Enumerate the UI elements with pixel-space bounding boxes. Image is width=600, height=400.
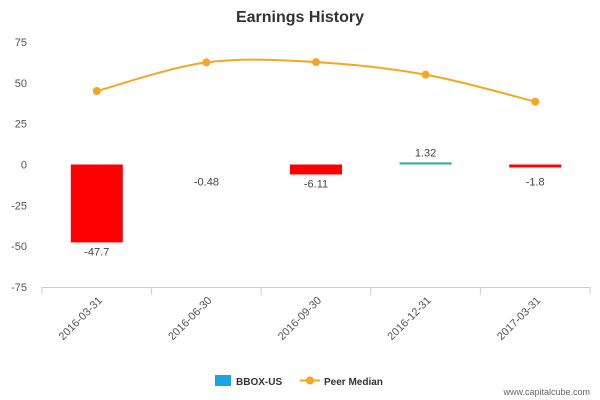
bar[interactable] xyxy=(70,164,123,243)
credit-text[interactable]: www.capitalcube.com xyxy=(502,387,590,397)
x-tick-label: 2016-03-31 xyxy=(57,295,105,343)
bar-value-label: -47.7 xyxy=(84,246,109,258)
x-axis: 2016-03-31 2016-06-30 2016-09-30 2016-12-31… xyxy=(41,287,591,343)
peer-median-point[interactable] xyxy=(92,87,101,95)
x-tick-label: 2017-03-31 xyxy=(495,295,543,343)
peer-median-point[interactable] xyxy=(312,58,320,67)
y-tick-label: -50 xyxy=(11,241,27,253)
bar[interactable] xyxy=(290,164,342,175)
bar-value-label: 1.32 xyxy=(415,147,436,159)
peer-median-point[interactable] xyxy=(531,97,540,106)
legend-swatch-bbox xyxy=(215,375,231,386)
y-tick-label: 25 xyxy=(15,119,27,131)
legend: BBOX-US Peer Median xyxy=(215,375,383,388)
x-tick-label: 2016-09-30 xyxy=(276,295,324,343)
y-tick-label: 50 xyxy=(15,78,27,90)
legend-item-peer-median[interactable]: Peer Median xyxy=(300,376,383,389)
bar[interactable] xyxy=(399,162,452,165)
line-series xyxy=(92,58,540,106)
bar-value-label: -1.8 xyxy=(526,177,545,189)
x-tick-label: 2016-06-30 xyxy=(166,295,214,343)
bar[interactable] xyxy=(509,164,562,168)
chart-title: Earnings History xyxy=(236,9,364,26)
x-tick-label: 2016-12-31 xyxy=(385,295,433,343)
y-tick-label: 0 xyxy=(21,160,27,172)
bar-value-label: -6.11 xyxy=(304,178,328,190)
y-tick-label: 75 xyxy=(15,37,27,49)
y-tick-label: -25 xyxy=(11,200,27,212)
bar-series: -47.7 -0.48 -6.11 1.32 -1.8 xyxy=(70,147,562,258)
legend-marker-peer-median xyxy=(306,376,314,385)
legend-label-bbox: BBOX-US xyxy=(236,377,282,388)
peer-median-point[interactable] xyxy=(421,70,430,79)
y-axis: 75 50 25 0 -25 -50 -75 xyxy=(11,37,27,294)
legend-label-peer-median: Peer Median xyxy=(324,377,383,388)
y-tick-label: -75 xyxy=(11,282,27,294)
bar-value-label: -0.48 xyxy=(194,177,219,189)
peer-median-point[interactable] xyxy=(202,58,211,67)
legend-item-bbox[interactable]: BBOX-US xyxy=(215,375,282,388)
